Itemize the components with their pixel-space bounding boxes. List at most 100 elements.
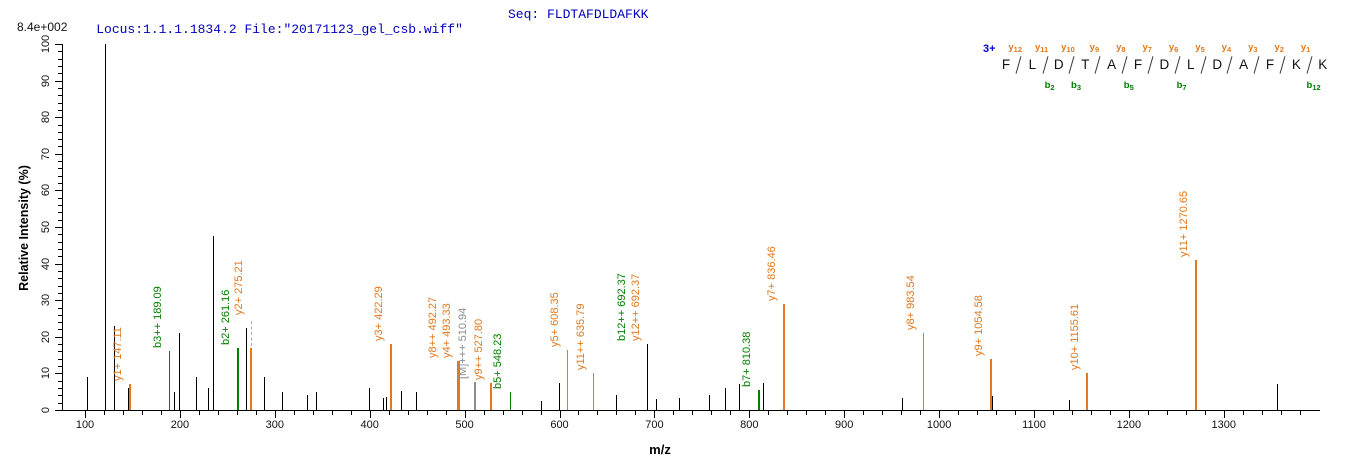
peak bbox=[922, 333, 925, 410]
label-leader-line bbox=[250, 320, 252, 346]
y-minor-tick bbox=[58, 161, 62, 163]
peak bbox=[646, 344, 648, 410]
peak bbox=[474, 381, 476, 410]
peak bbox=[540, 400, 542, 410]
x-minor-tick bbox=[711, 411, 713, 415]
y-tick-label: 90 bbox=[40, 74, 52, 87]
y-tick-label: 20 bbox=[40, 330, 52, 343]
fragment-cleavage-mark bbox=[1042, 56, 1049, 74]
sequence-residue: A bbox=[1239, 57, 1249, 72]
sequence-residue: F bbox=[1265, 57, 1275, 72]
sequence-residue: F bbox=[1133, 57, 1143, 72]
x-tick-label: 1000 bbox=[926, 419, 952, 431]
y-axis-title: Relative Intensity (%) bbox=[17, 165, 31, 291]
x-minor-tick bbox=[217, 411, 219, 415]
fragment-cleavage-mark bbox=[1094, 56, 1102, 74]
peak-label: y4+ 493.33 bbox=[441, 302, 454, 358]
peak bbox=[113, 325, 115, 410]
peak bbox=[316, 391, 318, 410]
y-minor-tick bbox=[58, 175, 62, 177]
peak bbox=[250, 347, 253, 410]
peak bbox=[592, 373, 595, 410]
y-minor-tick bbox=[58, 51, 62, 53]
peak bbox=[992, 396, 994, 410]
peak bbox=[237, 347, 239, 410]
x-tick-label: 700 bbox=[645, 419, 664, 431]
y-minor-tick bbox=[58, 95, 62, 97]
peak bbox=[128, 384, 131, 410]
peak bbox=[87, 377, 89, 410]
x-minor-tick bbox=[768, 411, 770, 415]
x-major-tick bbox=[464, 411, 466, 418]
peak bbox=[456, 360, 460, 410]
y-ion-label: y12 bbox=[1008, 42, 1023, 54]
x-minor-tick bbox=[1071, 411, 1073, 415]
fragment-cleavage-mark bbox=[1253, 56, 1260, 74]
peak-label: b12++ 692.37 bbox=[616, 273, 629, 342]
y-minor-tick bbox=[58, 248, 62, 250]
x-minor-tick bbox=[1052, 411, 1054, 415]
y-ion-label: y5 bbox=[1195, 42, 1205, 54]
x-tick-label: 600 bbox=[550, 419, 569, 431]
x-minor-tick bbox=[1090, 411, 1092, 415]
x-tick-label: 300 bbox=[265, 419, 284, 431]
y-ion-label: y1 bbox=[1300, 42, 1311, 54]
x-minor-tick bbox=[1166, 411, 1168, 415]
y-ion-label: y11 bbox=[1034, 42, 1049, 54]
y-tick-label: 60 bbox=[40, 184, 52, 197]
peak bbox=[196, 377, 198, 410]
fragment-cleavage-mark bbox=[1015, 56, 1022, 74]
peak bbox=[263, 377, 265, 410]
x-minor-tick bbox=[331, 411, 333, 415]
sequence-residue: T bbox=[1081, 57, 1090, 72]
y-ion-label: y7 bbox=[1142, 42, 1152, 54]
peak-label: b7+ 810.38 bbox=[741, 331, 754, 387]
y-minor-tick bbox=[58, 380, 62, 382]
y-major-tick bbox=[55, 80, 62, 82]
x-tick-label: 900 bbox=[835, 419, 854, 431]
sequence-residue: F bbox=[1001, 57, 1011, 72]
x-tick-label: 1100 bbox=[1022, 419, 1046, 431]
peak bbox=[990, 358, 992, 410]
x-tick-label: 500 bbox=[455, 419, 474, 431]
peak bbox=[179, 333, 181, 410]
fragment-cleavage-mark bbox=[1121, 56, 1128, 74]
peak-label: b5+ 548.23 bbox=[492, 333, 505, 389]
peak-label: y12++ 692.37 bbox=[630, 273, 643, 342]
y-ion-label: y10 bbox=[1061, 42, 1075, 54]
x-minor-tick bbox=[920, 411, 922, 415]
x-minor-tick bbox=[958, 411, 960, 415]
peak-label: y8++ 492.27 bbox=[427, 296, 440, 358]
x-major-tick bbox=[1223, 411, 1225, 418]
peak-label: y2+ 275.21 bbox=[233, 260, 246, 315]
sequence-residue: L bbox=[1028, 57, 1037, 72]
x-minor-tick bbox=[445, 411, 447, 415]
y-ion-label: y8 bbox=[1116, 42, 1126, 54]
x-minor-tick bbox=[635, 411, 637, 415]
x-minor-tick bbox=[426, 411, 428, 415]
x-tick-label: 1200 bbox=[1116, 419, 1142, 431]
y-major-tick bbox=[55, 373, 62, 375]
x-major-tick bbox=[1128, 411, 1130, 418]
y-ion-label: y3 bbox=[1248, 42, 1258, 54]
y-minor-tick bbox=[58, 87, 62, 89]
x-major-tick bbox=[274, 411, 276, 418]
sequence-residue: D bbox=[1053, 57, 1064, 72]
peak bbox=[386, 397, 388, 410]
x-minor-tick bbox=[730, 411, 732, 415]
peak bbox=[1195, 259, 1197, 410]
peak bbox=[415, 391, 417, 410]
y-minor-tick bbox=[58, 344, 62, 346]
fragment-cleavage-mark bbox=[1279, 56, 1286, 74]
sequence-residue: K bbox=[1291, 57, 1301, 72]
x-major-tick bbox=[559, 411, 561, 418]
peak bbox=[678, 397, 680, 410]
x-tick-label: 1300 bbox=[1211, 419, 1237, 431]
x-minor-tick bbox=[1299, 411, 1301, 415]
y-tick-label: 80 bbox=[40, 111, 52, 124]
y-minor-tick bbox=[58, 124, 62, 126]
x-minor-tick bbox=[996, 411, 998, 415]
x-minor-tick bbox=[312, 411, 314, 415]
peak-label: y9++ 527.80 bbox=[472, 318, 485, 380]
